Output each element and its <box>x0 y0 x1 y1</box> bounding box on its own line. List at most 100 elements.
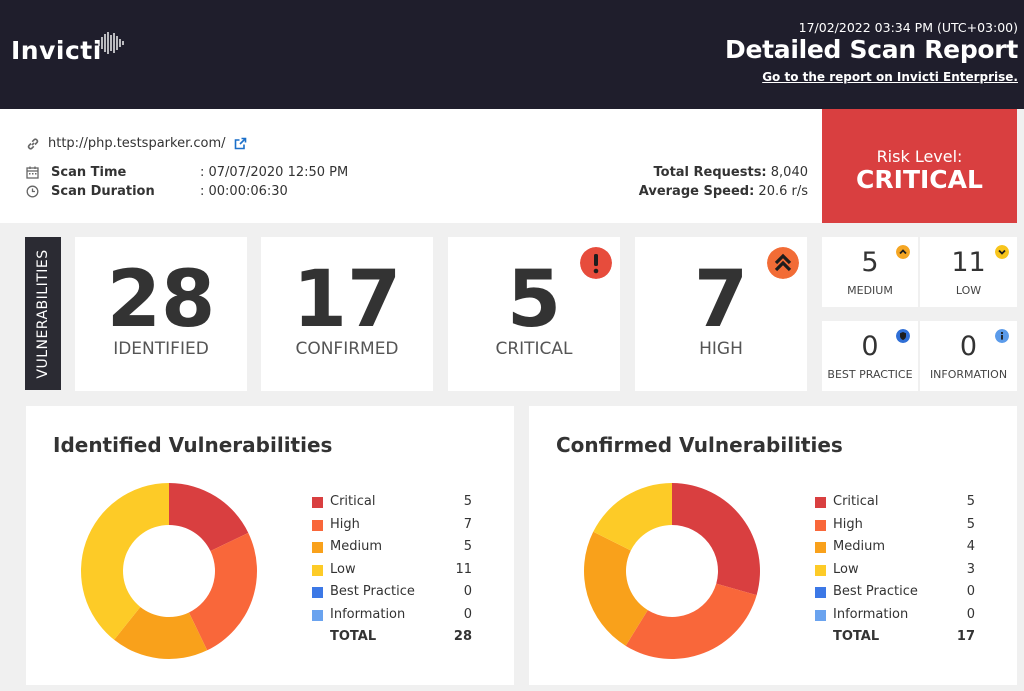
low-count: 11 <box>951 247 986 278</box>
scan-duration-value: : 00:00:06:30 <box>200 184 288 199</box>
legend-swatch <box>815 587 826 598</box>
exclamation-icon <box>580 247 612 279</box>
risk-level-value: CRITICAL <box>856 165 983 194</box>
legend-label: Information <box>833 606 909 622</box>
legend-total-row: TOTAL 17 <box>815 629 975 652</box>
information-card: 0 INFORMATION <box>920 321 1017 391</box>
donut-slice-medium <box>114 606 208 659</box>
legend-swatch <box>815 519 826 531</box>
identified-chart-title: Identified Vulnerabilities <box>53 433 333 457</box>
legend-swatch <box>312 609 323 621</box>
clock-icon <box>26 185 39 198</box>
calendar-icon <box>26 166 39 179</box>
legend-swatch <box>815 497 826 508</box>
risk-level-box: Risk Level: CRITICAL <box>822 109 1017 223</box>
high-count: 7 <box>693 255 749 345</box>
medium-label: MEDIUM <box>847 284 893 297</box>
legend-label: Critical <box>833 494 879 509</box>
legend-row: High 5 <box>815 517 975 540</box>
scan-time-label: Scan Time <box>51 165 127 180</box>
legend-total-label: TOTAL <box>833 629 880 644</box>
best-practice-label: BEST PRACTICE <box>827 368 913 381</box>
total-requests: Total Requests: 8,040 <box>654 165 809 180</box>
logo-bars-icon <box>98 32 124 54</box>
confirmed-donut-chart <box>584 483 760 659</box>
external-link-icon[interactable] <box>234 137 247 150</box>
legend-value: 0 <box>463 584 472 599</box>
brand-logo: Invicti <box>11 36 102 65</box>
average-speed: Average Speed: 20.6 r/s <box>639 184 808 199</box>
vulnerabilities-tab: VULNERABILITIES <box>25 237 61 390</box>
vulnerabilities-tab-label: VULNERABILITIES <box>35 248 51 379</box>
critical-label: CRITICAL <box>495 339 573 359</box>
legend-row: Low 11 <box>312 562 472 585</box>
legend-row: Low 3 <box>815 562 975 585</box>
medium-card: 5 MEDIUM <box>822 237 918 307</box>
legend-value: 0 <box>463 606 472 622</box>
legend-total-value: 17 <box>956 629 975 644</box>
identified-card: 28 IDENTIFIED <box>75 237 247 391</box>
critical-card: 5 CRITICAL <box>448 237 620 391</box>
chevron-down-icon <box>995 245 1009 259</box>
identified-legend: Critical 5 High 7 Medium 5 Low 11 Best Practice 0… <box>312 494 472 652</box>
legend-label: Critical <box>330 494 376 509</box>
legend-value: 4 <box>966 539 975 554</box>
info-icon <box>995 329 1009 343</box>
legend-row: Critical 5 <box>815 494 975 517</box>
legend-label: Best Practice <box>330 584 415 599</box>
confirmed-chart-title: Confirmed Vulnerabilities <box>556 433 843 457</box>
confirmed-card: 17 CONFIRMED <box>261 237 433 391</box>
legend-value: 5 <box>463 539 472 554</box>
chevron-up-icon <box>896 245 910 259</box>
donut-slice-critical <box>672 483 760 596</box>
total-requests-label: Total Requests: <box>653 165 767 180</box>
legend-label: Information <box>330 606 406 622</box>
critical-count: 5 <box>506 255 562 345</box>
legend-swatch <box>312 564 323 576</box>
donut-slice-high <box>625 583 757 659</box>
report-header: Invicti 17/02/2022 03:34 PM (UTC+03:00) … <box>0 0 1024 109</box>
legend-swatch <box>312 497 323 508</box>
high-label: HIGH <box>699 339 743 359</box>
confirmed-count: 17 <box>292 255 402 345</box>
average-speed-label: Average Speed: <box>638 184 755 199</box>
legend-value: 5 <box>966 516 975 532</box>
legend-swatch <box>815 564 826 576</box>
legend-row: Information 0 <box>815 607 975 630</box>
donut-slice-critical <box>169 483 249 552</box>
target-url-row: http://php.testsparker.com/ <box>26 136 255 151</box>
best-practice-card: 0 BEST PRACTICE <box>822 321 918 391</box>
legend-row: Critical 5 <box>312 494 472 517</box>
page-title: Detailed Scan Report <box>725 35 1018 64</box>
average-speed-value: 20.6 r/s <box>758 184 808 199</box>
legend-swatch <box>312 587 323 598</box>
high-card: 7 HIGH <box>635 237 807 391</box>
identified-label: IDENTIFIED <box>113 339 209 359</box>
legend-row: Best Practice 0 <box>312 584 472 607</box>
legend-row: Information 0 <box>312 607 472 630</box>
legend-swatch <box>815 542 826 553</box>
scan-time-row: Scan Time <box>26 165 126 180</box>
scan-time-value: : 07/07/2020 12:50 PM <box>200 165 349 180</box>
best-practice-count: 0 <box>861 331 879 362</box>
enterprise-report-link[interactable]: Go to the report on Invicti Enterprise. <box>762 70 1018 84</box>
legend-row: Best Practice 0 <box>815 584 975 607</box>
legend-value: 11 <box>455 561 472 577</box>
legend-row: High 7 <box>312 517 472 540</box>
legend-swatch <box>312 542 323 553</box>
scan-duration-row: Scan Duration <box>26 184 155 199</box>
medium-count: 5 <box>861 247 879 278</box>
shield-icon <box>896 329 910 343</box>
scan-info-panel: http://php.testsparker.com/ Scan Time : … <box>0 109 822 223</box>
confirmed-label: CONFIRMED <box>295 339 399 359</box>
legend-label: Medium <box>833 539 885 554</box>
legend-swatch <box>312 519 323 531</box>
identified-donut-chart <box>80 483 257 659</box>
information-label: INFORMATION <box>929 368 1008 381</box>
legend-label: Medium <box>330 539 382 554</box>
report-datetime: 17/02/2022 03:34 PM (UTC+03:00) <box>798 20 1018 35</box>
legend-value: 0 <box>966 606 975 622</box>
legend-label: High <box>833 516 863 532</box>
low-card: 11 LOW <box>920 237 1017 307</box>
legend-label: Best Practice <box>833 584 918 599</box>
